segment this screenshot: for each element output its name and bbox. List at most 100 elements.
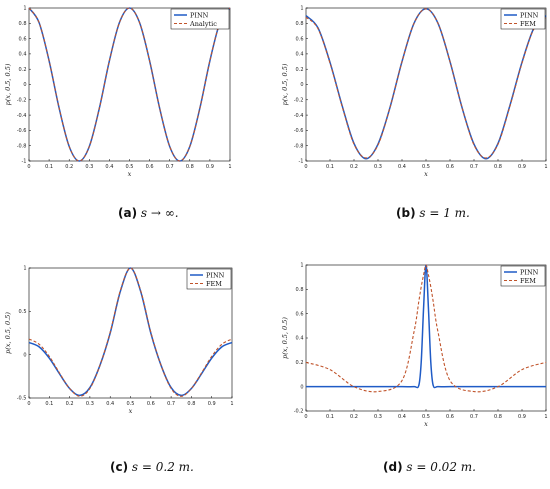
y-tick-label: 0.8 xyxy=(296,21,304,27)
y-tick-label: 0.4 xyxy=(296,336,304,342)
x-tick-label: 0.5 xyxy=(127,401,135,407)
caption-text-c: s = 0.2 m. xyxy=(131,460,194,474)
y-tick-label: 0.2 xyxy=(296,360,304,366)
y-tick-label: -1 xyxy=(299,159,304,165)
x-tick-label: 0.1 xyxy=(45,401,53,407)
series-line-pinn xyxy=(305,8,547,160)
x-tick-label: 0.5 xyxy=(126,164,134,170)
x-tick-label: 0.7 xyxy=(470,414,478,420)
caption-b: (b) s = 1 m. xyxy=(396,206,470,220)
x-tick-label: 0.8 xyxy=(186,164,194,170)
x-axis-label: x xyxy=(129,407,133,415)
y-tick-label: 1 xyxy=(23,6,26,12)
y-tick-label: 1 xyxy=(300,6,303,12)
series-line-fem xyxy=(305,264,547,393)
legend-label-pinn: PINN xyxy=(520,11,539,19)
chart-a: 0 0.1 0.2 0.3 0.4 0.5 0.6 0.7 0.8 0.9 1 1 0.8 0.6 0.4 0… xyxy=(4,6,232,178)
caption-c: (c) s = 0.2 m. xyxy=(110,460,194,474)
x-tick-label: 0.4 xyxy=(398,164,406,170)
x-tick-label: 0.9 xyxy=(518,164,526,170)
x-tick-label: 0.7 xyxy=(167,401,175,407)
x-tick-label: 0.2 xyxy=(66,401,74,407)
axes-frame xyxy=(28,7,231,162)
x-tick-label: 1 xyxy=(544,164,547,170)
y-tick-label: -0.2 xyxy=(294,409,304,415)
x-tick-label: 1 xyxy=(544,414,547,420)
x-tick-label: 0.7 xyxy=(470,164,478,170)
series-line-fem xyxy=(305,8,547,159)
y-tick-label: 0.6 xyxy=(296,36,304,42)
x-tick-label: 0.2 xyxy=(65,164,73,170)
x-tick-label: 0.6 xyxy=(146,164,154,170)
chart-b: 0 0.1 0.2 0.3 0.4 0.5 0.6 0.7 0.8 0.9 1 1 0.8 0.6 0.4 0… xyxy=(281,6,548,178)
caption-tag-b: (b) xyxy=(396,206,416,220)
x-tick-label: 0.8 xyxy=(187,401,195,407)
y-tick-label: 0.2 xyxy=(19,67,27,73)
legend-label-ref: FEM xyxy=(206,280,222,288)
x-tick-label: 0.3 xyxy=(374,414,382,420)
x-tick-label: 0.5 xyxy=(422,164,430,170)
y-tick-label: 1 xyxy=(23,266,26,272)
y-tick-label: -1 xyxy=(22,159,27,165)
y-tick-label: 0 xyxy=(23,352,26,358)
legend-label-ref: Analytic xyxy=(189,20,217,28)
x-tick-label: 0.8 xyxy=(494,414,502,420)
y-tick-label: -0.8 xyxy=(294,143,304,149)
caption-tag-a: (a) xyxy=(118,206,138,220)
y-tick-label: 0.5 xyxy=(19,309,27,315)
x-tick-label: 1 xyxy=(228,164,231,170)
x-axis-label: x xyxy=(424,420,428,428)
x-tick-label: 0.4 xyxy=(398,414,406,420)
chart-c: 0 0.1 0.2 0.3 0.4 0.5 0.6 0.7 0.8 0.9 110.50-0.5xp… xyxy=(4,266,234,415)
x-tick-label: 0.5 xyxy=(422,414,430,420)
x-tick-label: 0.1 xyxy=(45,164,53,170)
x-tick-label: 0 xyxy=(27,401,30,407)
y-axis-label: p(x, 0.5, 0.5) xyxy=(4,312,12,354)
x-tick-label: 0 xyxy=(304,164,307,170)
x-tick-label: 0.6 xyxy=(446,414,454,420)
legend-label-ref: FEM xyxy=(520,20,536,28)
x-tick-label: 0.7 xyxy=(166,164,174,170)
x-tick-label: 0 xyxy=(27,164,30,170)
legend-label-pinn: PINN xyxy=(520,268,539,276)
x-tick-label: 0.1 xyxy=(326,414,334,420)
legend-label-pinn: PINN xyxy=(190,11,209,19)
x-tick-label: 0.3 xyxy=(85,164,93,170)
x-tick-label: 0.8 xyxy=(494,164,502,170)
caption-text-a: s → ∞. xyxy=(140,206,179,220)
y-tick-label: 0.8 xyxy=(296,287,304,293)
x-tick-label: 0.6 xyxy=(446,164,454,170)
y-axis-label: p(x, 0.5, 0.5) xyxy=(281,63,289,105)
x-tick-label: 0.9 xyxy=(206,164,214,170)
y-tick-label: 1 xyxy=(300,263,303,269)
x-tick-label: 1 xyxy=(230,401,233,407)
y-tick-label: 0.6 xyxy=(296,311,304,317)
x-axis-label: x xyxy=(424,170,428,178)
y-tick-label: 0.8 xyxy=(19,21,27,27)
y-tick-label: -0.2 xyxy=(294,98,304,104)
y-tick-label: -0.5 xyxy=(17,396,27,402)
caption-tag-c: (c) xyxy=(110,460,129,474)
caption-a: (a) s → ∞. xyxy=(118,206,179,220)
series-line-fem xyxy=(28,267,233,397)
caption-tag-d: (d) xyxy=(383,460,403,474)
x-tick-label: 0.4 xyxy=(105,164,113,170)
y-tick-label: -0.6 xyxy=(17,128,27,134)
y-tick-label: 0.4 xyxy=(296,52,304,58)
x-tick-label: 0.2 xyxy=(350,414,358,420)
caption-d: (d) s = 0.02 m. xyxy=(383,460,476,474)
axes-frame xyxy=(305,264,547,412)
x-axis-label: x xyxy=(128,170,132,178)
x-tick-label: 0.3 xyxy=(86,401,94,407)
y-tick-label: 0.6 xyxy=(19,36,27,42)
x-tick-label: 0.4 xyxy=(106,401,114,407)
y-tick-label: 0 xyxy=(300,384,303,390)
y-tick-label: 0 xyxy=(23,82,26,88)
x-tick-label: 0.3 xyxy=(374,164,382,170)
legend-label-ref: FEM xyxy=(520,277,536,285)
x-tick-label: 0.9 xyxy=(518,414,526,420)
x-tick-label: 0.6 xyxy=(147,401,155,407)
x-tick-label: 0 xyxy=(304,414,307,420)
y-tick-label: 0 xyxy=(300,82,303,88)
